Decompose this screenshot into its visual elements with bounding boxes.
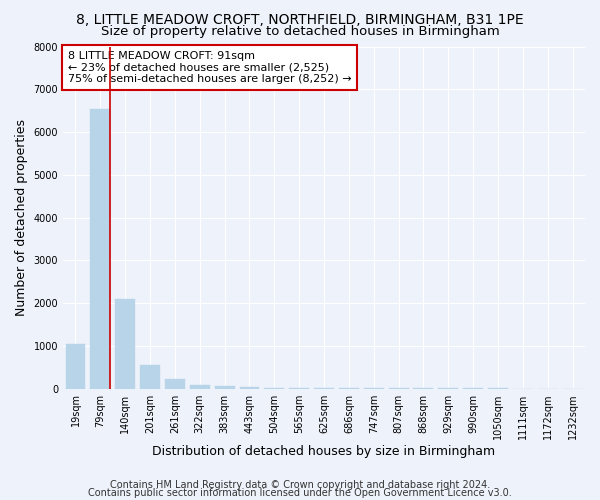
Y-axis label: Number of detached properties: Number of detached properties bbox=[15, 119, 28, 316]
Text: Contains public sector information licensed under the Open Government Licence v3: Contains public sector information licen… bbox=[88, 488, 512, 498]
Bar bbox=[91, 108, 110, 388]
Text: 8 LITTLE MEADOW CROFT: 91sqm
← 23% of detached houses are smaller (2,525)
75% of: 8 LITTLE MEADOW CROFT: 91sqm ← 23% of de… bbox=[68, 51, 352, 84]
Bar bbox=[140, 364, 160, 388]
Bar bbox=[165, 378, 185, 388]
Bar bbox=[215, 386, 235, 388]
Text: Size of property relative to detached houses in Birmingham: Size of property relative to detached ho… bbox=[101, 25, 499, 38]
Text: 8, LITTLE MEADOW CROFT, NORTHFIELD, BIRMINGHAM, B31 1PE: 8, LITTLE MEADOW CROFT, NORTHFIELD, BIRM… bbox=[76, 12, 524, 26]
Bar bbox=[65, 344, 85, 388]
X-axis label: Distribution of detached houses by size in Birmingham: Distribution of detached houses by size … bbox=[152, 444, 496, 458]
Bar bbox=[239, 387, 259, 388]
Text: Contains HM Land Registry data © Crown copyright and database right 2024.: Contains HM Land Registry data © Crown c… bbox=[110, 480, 490, 490]
Bar bbox=[115, 299, 135, 388]
Bar bbox=[190, 384, 209, 388]
